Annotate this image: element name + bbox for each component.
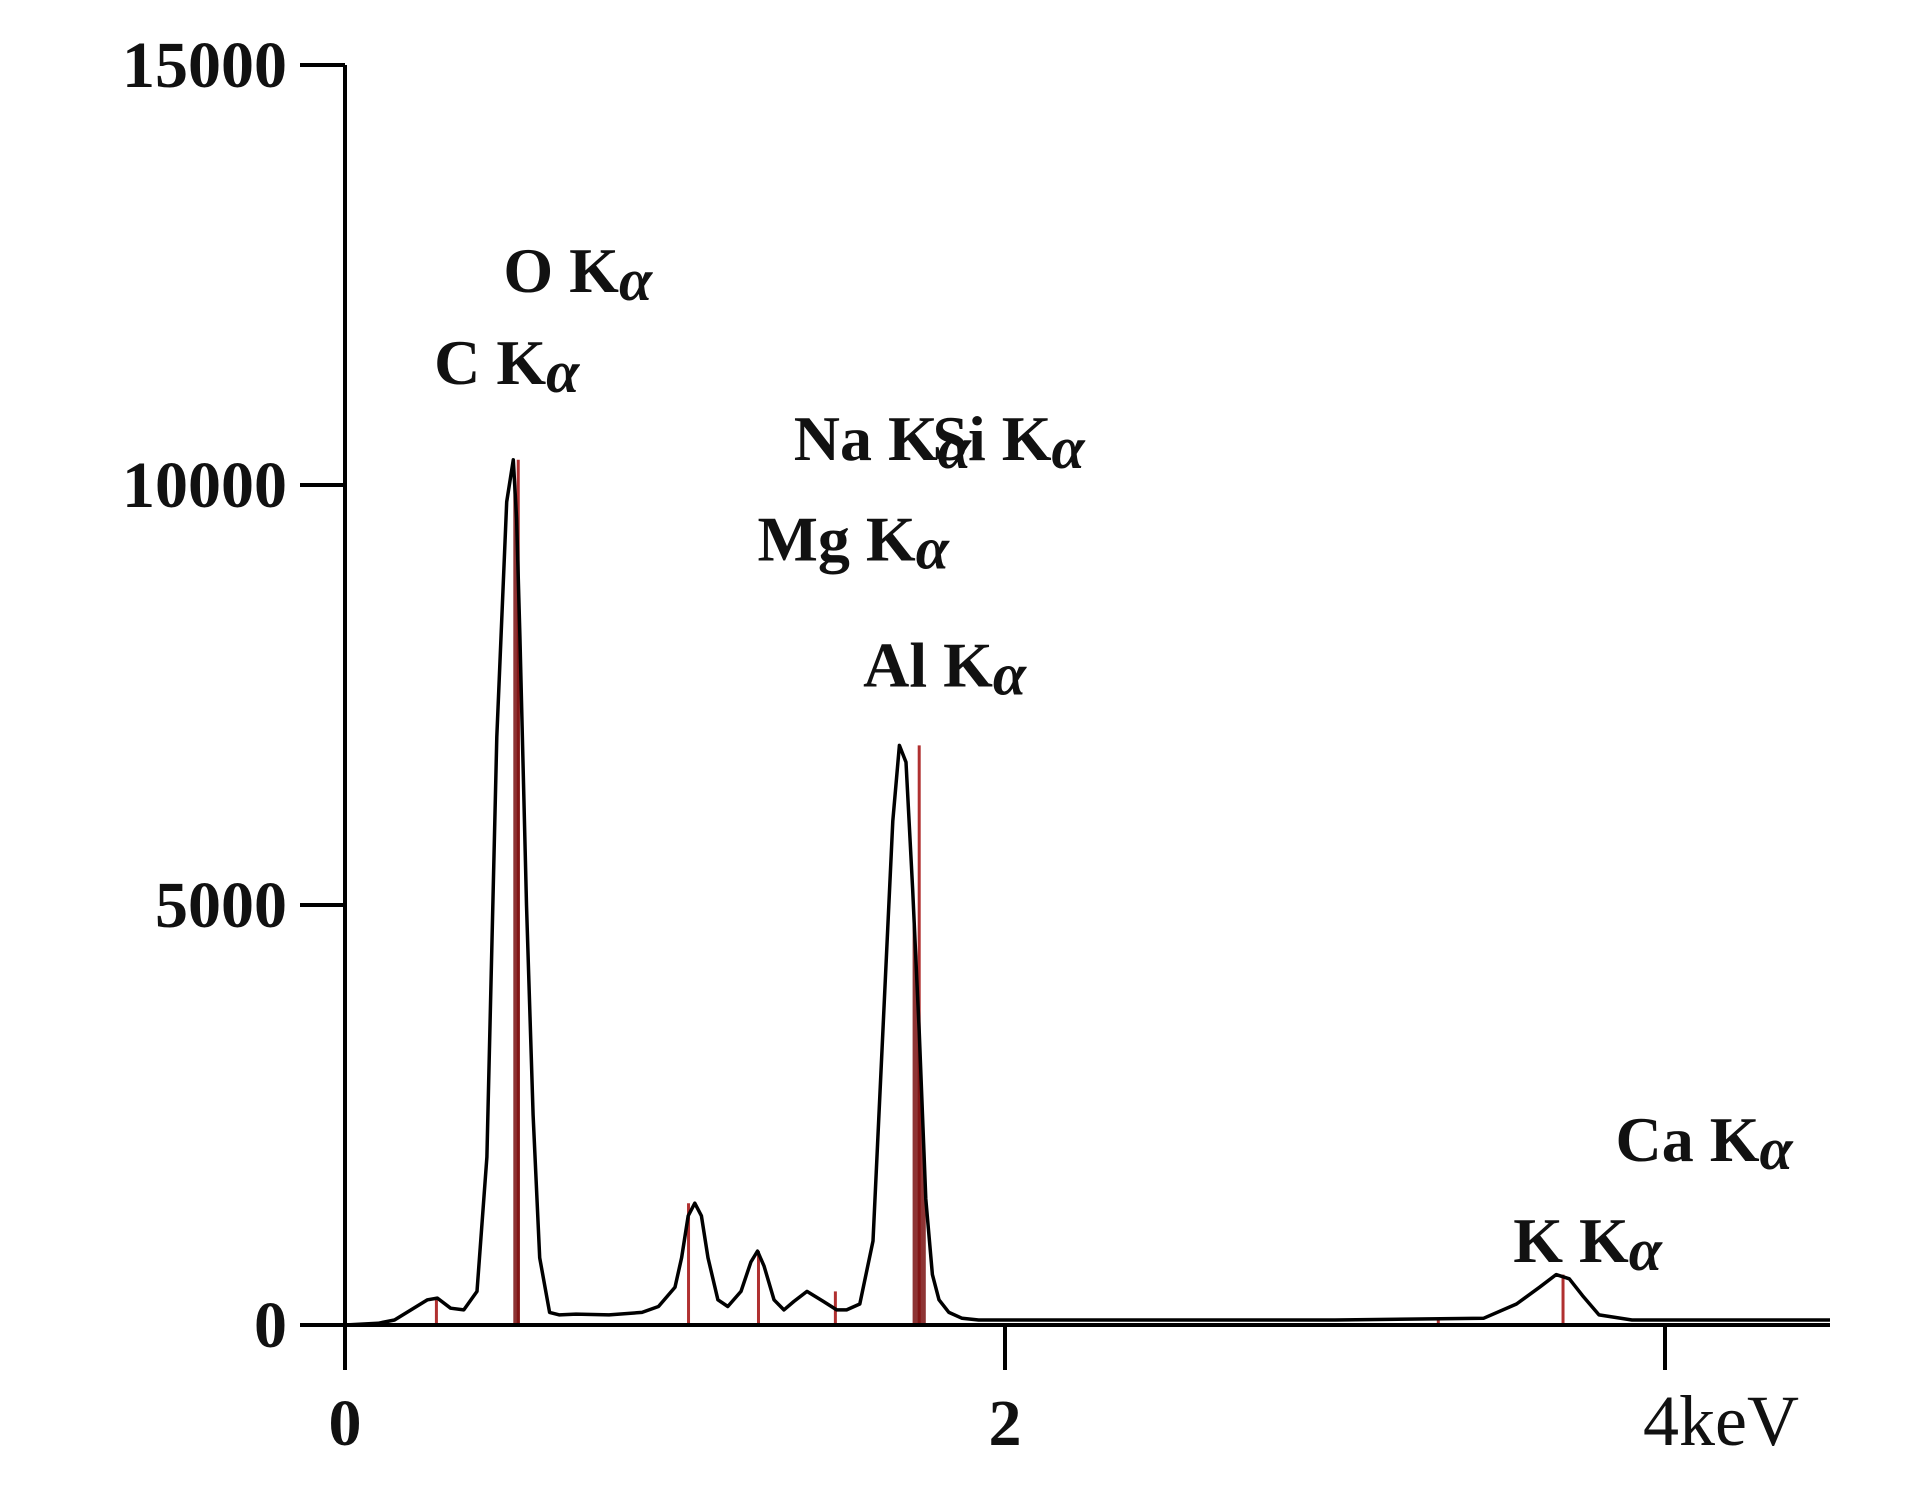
peak-label: Mg Kα (758, 504, 950, 582)
peak-label-text: Na K (794, 403, 938, 474)
peak-label-text: C K (434, 327, 546, 398)
peak-label-alpha: α (938, 415, 972, 481)
peak-label-text: Mg K (758, 504, 916, 575)
y-tick-label: 10000 (122, 449, 287, 522)
peak-markers (434, 459, 1565, 1325)
peak-label: Na Kα (794, 403, 972, 481)
peak-label: Ca Kα (1616, 1104, 1794, 1182)
x-tick-label: 4keV (1643, 1381, 1799, 1461)
peak-label: Si Kα (932, 403, 1085, 481)
x-tick-label: 2 (989, 1387, 1022, 1460)
peak-label: Al Kα (863, 630, 1027, 708)
peak-label-alpha: α (916, 516, 950, 582)
y-tick-label: 15000 (122, 29, 287, 102)
peak-label: K Kα (1513, 1205, 1663, 1283)
peak-label-text: K K (1513, 1205, 1629, 1276)
peak-label-alpha: α (619, 247, 653, 313)
peak-label-text: Al K (863, 630, 993, 701)
peak-label: O Kα (503, 235, 653, 313)
peak-label-alpha: α (1629, 1217, 1663, 1283)
peak-label-alpha: α (546, 339, 580, 405)
ticks: 0 5000 10000 15000 0 2 4keV (122, 29, 1799, 1461)
peak-label-alpha: α (1052, 415, 1086, 481)
series-layer (344, 458, 1830, 1327)
peak-label-alpha: α (1760, 1116, 1794, 1182)
peak-core-fill (513, 459, 520, 1325)
axes (300, 65, 1830, 1370)
y-tick-label: 5000 (155, 869, 287, 942)
peak-label-text: Ca K (1616, 1104, 1760, 1175)
peak-label-text: O K (503, 235, 619, 306)
x-tick-label: 0 (329, 1387, 362, 1460)
spectrum-line (344, 458, 1830, 1327)
peak-label-text: Si K (932, 403, 1051, 474)
peak-label: C Kα (434, 327, 580, 405)
y-tick-label: 0 (254, 1289, 287, 1362)
peak-label-alpha: α (993, 642, 1027, 708)
